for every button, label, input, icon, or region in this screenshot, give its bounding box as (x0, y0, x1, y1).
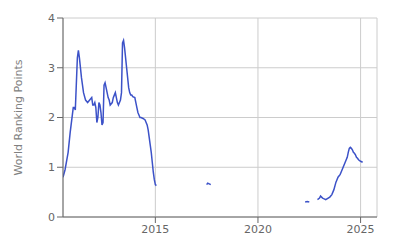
svg-text:2025: 2025 (347, 223, 375, 236)
svg-text:3: 3 (48, 62, 55, 75)
svg-text:4: 4 (48, 12, 55, 25)
svg-text:2020: 2020 (244, 223, 272, 236)
svg-text:2015: 2015 (141, 223, 169, 236)
svg-text:1: 1 (48, 161, 55, 174)
svg-text:2: 2 (48, 111, 55, 124)
svg-text:World Ranking Points: World Ranking Points (12, 59, 25, 175)
svg-text:0: 0 (48, 211, 55, 224)
